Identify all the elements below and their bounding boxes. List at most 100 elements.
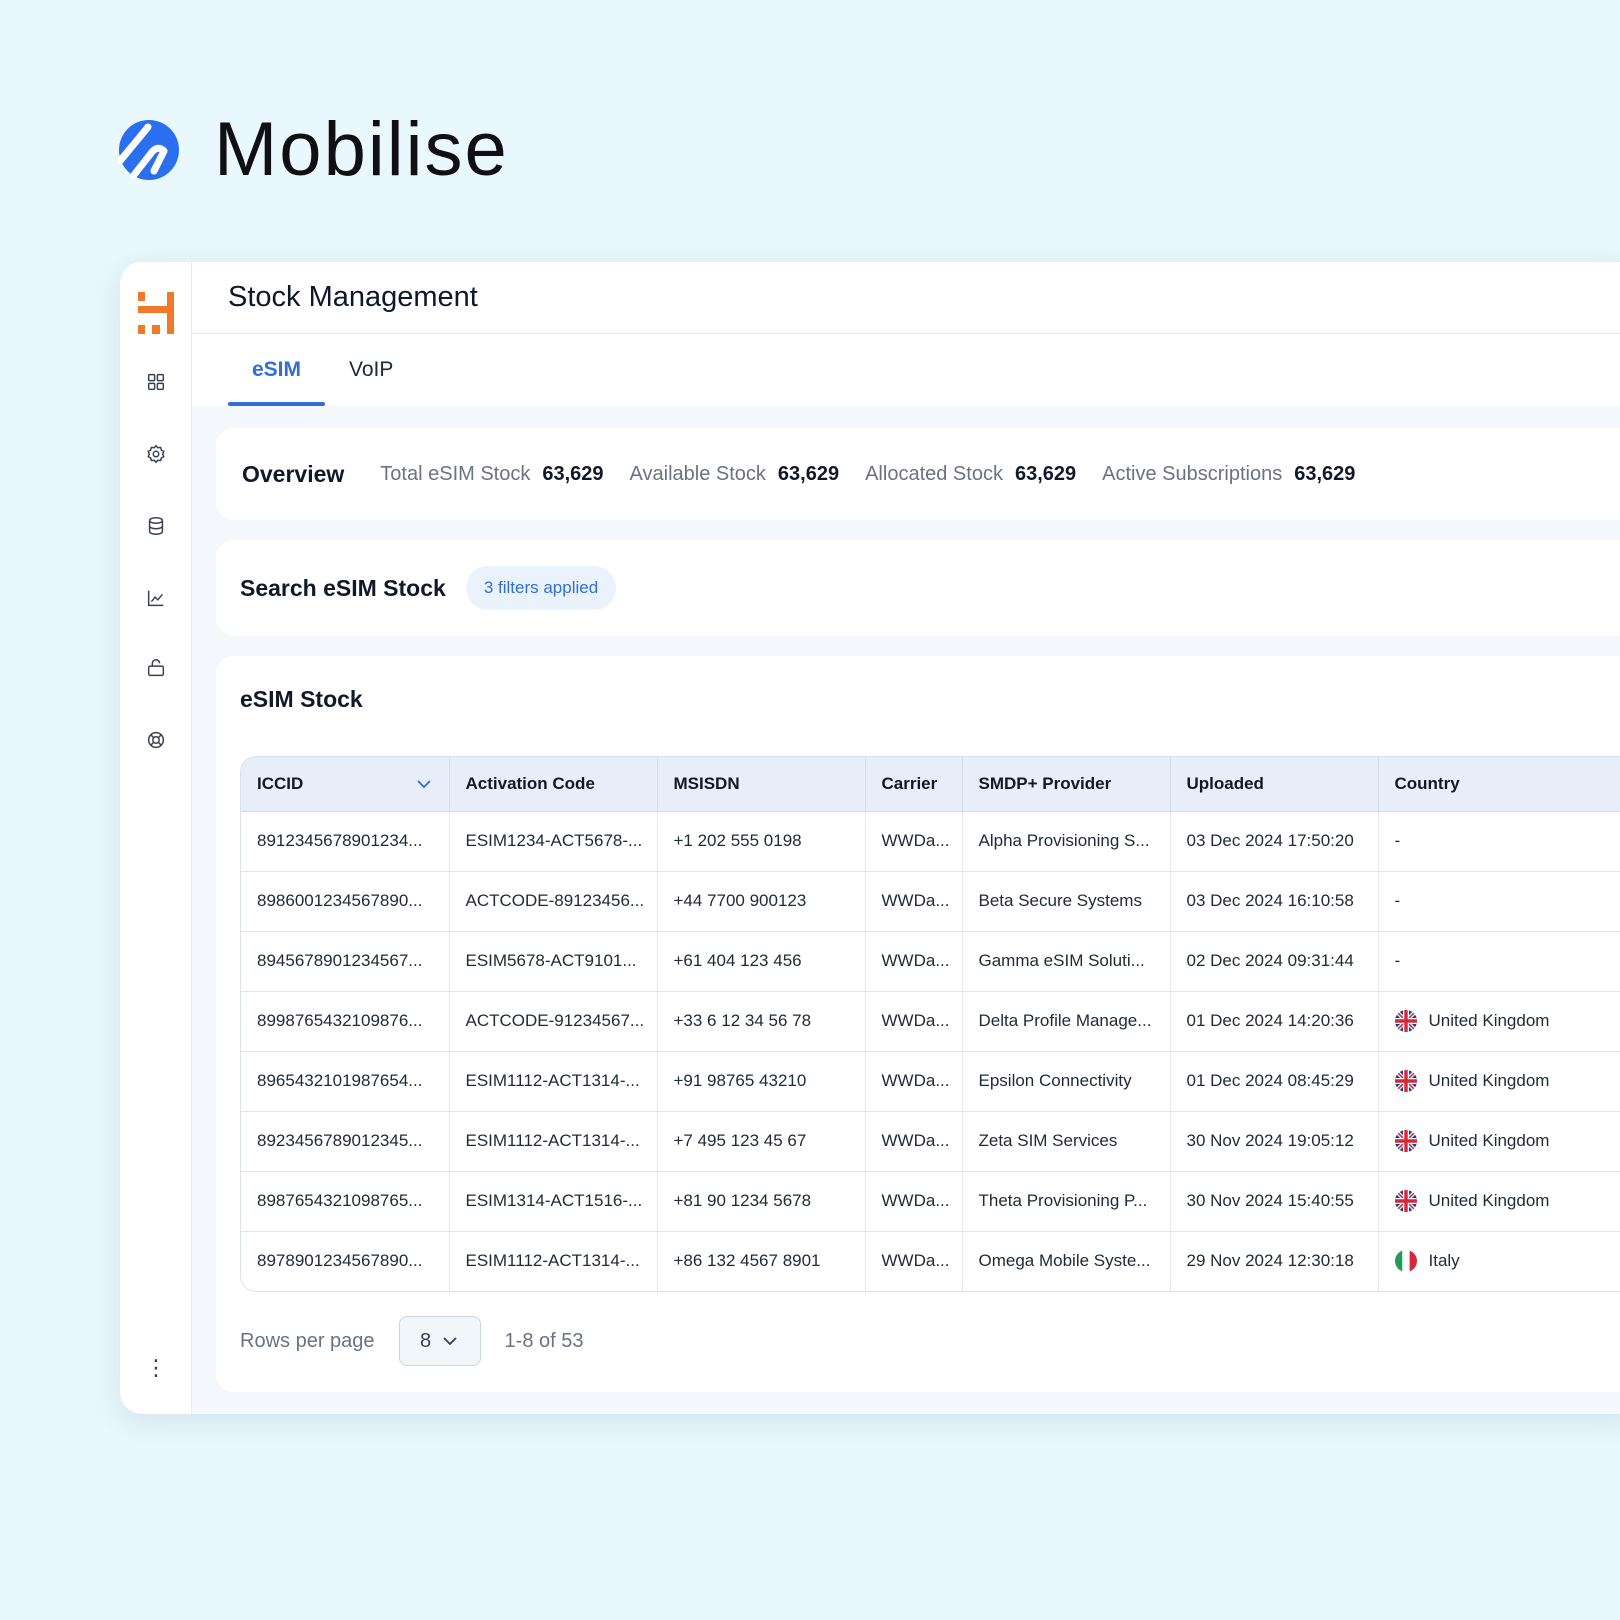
cell-carrier: WWDa... bbox=[865, 1171, 963, 1232]
page-title: Stock Management bbox=[228, 281, 478, 313]
tab-bar: eSIM VoIP bbox=[192, 334, 1620, 406]
column-header-activation-code[interactable]: Activation Code bbox=[449, 757, 658, 812]
cell-country: - bbox=[1378, 871, 1620, 932]
bag-icon bbox=[147, 659, 165, 677]
stat-active-subscriptions: Active Subscriptions 63,629 bbox=[1102, 463, 1355, 486]
cell-uploaded: 30 Nov 2024 15:40:55 bbox=[1170, 1171, 1379, 1232]
cell-activation-code: ESIM1314-ACT1516-... bbox=[449, 1171, 658, 1232]
table-row[interactable]: 8912345678901234... ESIM1234-ACT5678-... +… bbox=[241, 811, 1620, 872]
stat-value: 63,629 bbox=[542, 462, 604, 485]
column-header-country[interactable]: Country bbox=[1378, 757, 1620, 812]
sidebar-item-settings[interactable] bbox=[142, 440, 170, 468]
lifebuoy-icon bbox=[147, 731, 165, 749]
cell-uploaded: 29 Nov 2024 12:30:18 bbox=[1170, 1231, 1379, 1291]
esim-stock-card: eSIM Stock ICCID bbox=[216, 656, 1620, 1392]
cell-carrier: WWDa... bbox=[865, 811, 963, 872]
column-header-iccid[interactable]: ICCID bbox=[241, 757, 450, 812]
table-row[interactable]: 8986001234567890... ACTCODE-89123456... +4… bbox=[241, 871, 1620, 932]
brand-name: Mobilise bbox=[214, 107, 509, 192]
column-label: ICCID bbox=[257, 773, 304, 793]
table-header-row: ICCID Activation Code MSISDN Carrier SMD… bbox=[241, 757, 1620, 812]
filters-applied-chip[interactable]: 3 filters applied bbox=[465, 566, 617, 610]
cell-iccid: 8945678901234567... bbox=[241, 931, 450, 992]
main-content: Stock Management eSIM VoIP Overview Tota… bbox=[192, 262, 1620, 1414]
sidebar-item-shop[interactable] bbox=[142, 654, 170, 682]
tab-esim[interactable]: eSIM bbox=[228, 334, 326, 406]
table-row[interactable]: 8923456789012345... ESIM1112-ACT1314-... +… bbox=[241, 1111, 1620, 1172]
column-header-msisdn[interactable]: MSISDN bbox=[657, 757, 866, 812]
cell-uploaded: 01 Dec 2024 08:45:29 bbox=[1170, 1051, 1379, 1112]
country-name: - bbox=[1394, 951, 1401, 970]
cell-iccid: 8978901234567890... bbox=[241, 1231, 450, 1291]
cell-uploaded: 01 Dec 2024 14:20:36 bbox=[1170, 991, 1379, 1052]
table-row[interactable]: 8965432101987654... ESIM1112-ACT1314-... +… bbox=[241, 1051, 1620, 1112]
table-row[interactable]: 8987654321098765... ESIM1314-ACT1516-... +… bbox=[241, 1171, 1620, 1232]
cell-msisdn: +61 404 123 456 bbox=[657, 931, 866, 992]
cell-uploaded: 02 Dec 2024 09:31:44 bbox=[1170, 931, 1379, 992]
pagination: Rows per page 8 1-8 of 53 bbox=[240, 1316, 583, 1366]
italy-flag-icon bbox=[1394, 1250, 1417, 1273]
country-name: Italy bbox=[1428, 1251, 1460, 1271]
cell-iccid: 8986001234567890... bbox=[241, 871, 450, 932]
cell-smdp-provider: Delta Profile Manage... bbox=[962, 991, 1171, 1052]
table-row[interactable]: 8945678901234567... ESIM5678-ACT9101... +6… bbox=[241, 931, 1620, 992]
cell-carrier: WWDa... bbox=[865, 991, 963, 1052]
cell-msisdn: +81 90 1234 5678 bbox=[657, 1171, 866, 1232]
country-name: United Kingdom bbox=[1428, 1071, 1550, 1090]
sidebar: ⋮ bbox=[120, 262, 192, 1414]
table-row[interactable]: 8998765432109876... ACTCODE-91234567... +3… bbox=[241, 991, 1620, 1052]
page-range: 1-8 of 53 bbox=[504, 1329, 584, 1352]
column-header-smdp-provider[interactable]: SMDP+ Provider bbox=[962, 757, 1171, 812]
cell-uploaded: 03 Dec 2024 16:10:58 bbox=[1170, 871, 1379, 932]
cell-country: - bbox=[1378, 811, 1620, 872]
cell-smdp-provider: Gamma eSIM Soluti... bbox=[962, 931, 1171, 992]
tab-voip[interactable]: VoIP bbox=[349, 358, 394, 381]
gear-icon bbox=[147, 444, 165, 464]
cell-carrier: WWDa... bbox=[865, 871, 963, 932]
sidebar-item-analytics[interactable] bbox=[142, 584, 170, 612]
overview-card: Overview Total eSIM Stock 63,629 Availabl… bbox=[216, 428, 1620, 520]
stat-allocated-stock: Allocated Stock 63,629 bbox=[865, 463, 1076, 486]
stat-value: 63,629 bbox=[1014, 462, 1077, 485]
search-card: Search eSIM Stock 3 filters applied bbox=[216, 540, 1620, 636]
country-name: United Kingdom bbox=[1428, 1011, 1550, 1030]
stat-available-stock: Available Stock 63,629 bbox=[630, 463, 840, 486]
overview-title: Overview bbox=[242, 460, 345, 487]
app-logo-icon bbox=[138, 292, 174, 334]
cell-uploaded: 30 Nov 2024 19:05:12 bbox=[1170, 1111, 1379, 1172]
sidebar-item-dashboard[interactable] bbox=[142, 368, 170, 396]
database-icon bbox=[148, 517, 164, 535]
cell-iccid: 8987654321098765... bbox=[241, 1171, 450, 1232]
cell-carrier: WWDa... bbox=[865, 1111, 963, 1172]
uk-flag-icon bbox=[1394, 1130, 1417, 1152]
cell-msisdn: +44 7700 900123 bbox=[657, 871, 866, 932]
brand: Mobilise bbox=[118, 112, 509, 188]
stock-table: ICCID Activation Code MSISDN Carrier SMD… bbox=[240, 756, 1620, 1292]
country-name: United Kingdom bbox=[1428, 1131, 1550, 1150]
cell-iccid: 8912345678901234... bbox=[241, 811, 450, 872]
search-title: Search eSIM Stock bbox=[240, 574, 446, 601]
cell-activation-code: ESIM1112-ACT1314-... bbox=[449, 1051, 658, 1112]
column-header-carrier[interactable]: Carrier bbox=[865, 757, 963, 812]
cell-carrier: WWDa... bbox=[865, 1231, 963, 1291]
rows-per-page-select[interactable]: 8 bbox=[398, 1316, 481, 1366]
stat-label: Allocated Stock bbox=[865, 462, 1003, 485]
sidebar-item-database[interactable] bbox=[142, 512, 170, 540]
cell-iccid: 8998765432109876... bbox=[241, 991, 450, 1052]
uk-flag-icon bbox=[1394, 1010, 1417, 1032]
rows-per-page-label: Rows per page bbox=[240, 1329, 375, 1352]
table-row[interactable]: 8978901234567890... ESIM1112-ACT1314-... +… bbox=[241, 1231, 1620, 1291]
cell-country: United Kingdom bbox=[1378, 991, 1620, 1052]
chevron-down-icon[interactable] bbox=[415, 775, 433, 793]
column-header-uploaded[interactable]: Uploaded bbox=[1170, 757, 1379, 812]
cell-activation-code: ACTCODE-91234567... bbox=[449, 991, 658, 1052]
cell-msisdn: +91 98765 43210 bbox=[657, 1051, 866, 1112]
cell-msisdn: +7 495 123 45 67 bbox=[657, 1111, 866, 1172]
more-options-icon[interactable]: ⋮ bbox=[145, 1355, 167, 1380]
cell-country: Italy bbox=[1378, 1231, 1620, 1291]
cell-country: United Kingdom bbox=[1378, 1171, 1620, 1232]
cell-smdp-provider: Omega Mobile Syste... bbox=[962, 1231, 1171, 1291]
cell-uploaded: 03 Dec 2024 17:50:20 bbox=[1170, 811, 1379, 872]
cell-smdp-provider: Alpha Provisioning S... bbox=[962, 811, 1171, 872]
sidebar-item-support[interactable] bbox=[142, 726, 170, 754]
